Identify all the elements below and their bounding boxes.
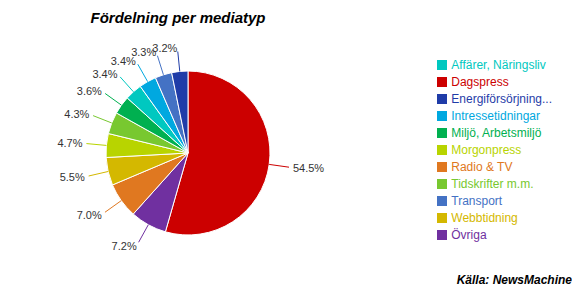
svg-text:4.7%: 4.7% — [57, 137, 82, 149]
svg-text:3.3%: 3.3% — [131, 45, 157, 58]
html-text:Dagspress: Dagspress — [451, 74, 509, 89]
svg-text:3.2%: 3.2% — [152, 42, 177, 54]
svg-text:7.0%: 7.0% — [77, 209, 102, 221]
html-text:Energiförsörjning...: Energiförsörjning... — [451, 91, 552, 106]
html-text:Affärer, Näringsliv: Affärer, Näringsliv — [451, 57, 546, 72]
svg-text:4.3%: 4.3% — [64, 108, 89, 120]
html-text:Övriga: Övriga — [451, 227, 487, 242]
svg-text:3.6%: 3.6% — [77, 85, 102, 97]
html-text:Källa: NewsMachine: Källa: NewsMachine — [456, 273, 572, 287]
svg-text:3.4%: 3.4% — [92, 68, 117, 80]
html-text:Fördelning per mediatyp: Fördelning per mediatyp — [90, 9, 266, 26]
html-text:Morgonpress: Morgonpress — [451, 142, 522, 157]
html-text:Radio & TV: Radio & TV — [451, 159, 513, 174]
svg-text:3.4%: 3.4% — [110, 54, 136, 67]
svg-text:54.5%: 54.5% — [293, 162, 324, 174]
html-text:Tidskrifter m.m.: Tidskrifter m.m. — [451, 176, 534, 191]
html-text:Intressetidningar: Intressetidningar — [451, 108, 540, 123]
html-text:Webbtidning: Webbtidning — [451, 210, 518, 225]
html-text:Miljö, Arbetsmiljö: Miljö, Arbetsmiljö — [451, 125, 542, 140]
svg-text:7.2%: 7.2% — [112, 240, 137, 252]
svg-text:5.5%: 5.5% — [60, 171, 85, 183]
html-text:Transport: Transport — [451, 193, 503, 208]
